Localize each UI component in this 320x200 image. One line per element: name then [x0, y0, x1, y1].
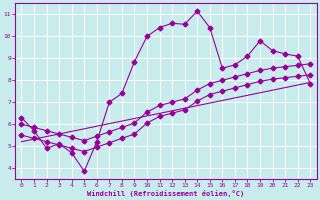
- X-axis label: Windchill (Refroidissement éolien,°C): Windchill (Refroidissement éolien,°C): [87, 190, 244, 197]
